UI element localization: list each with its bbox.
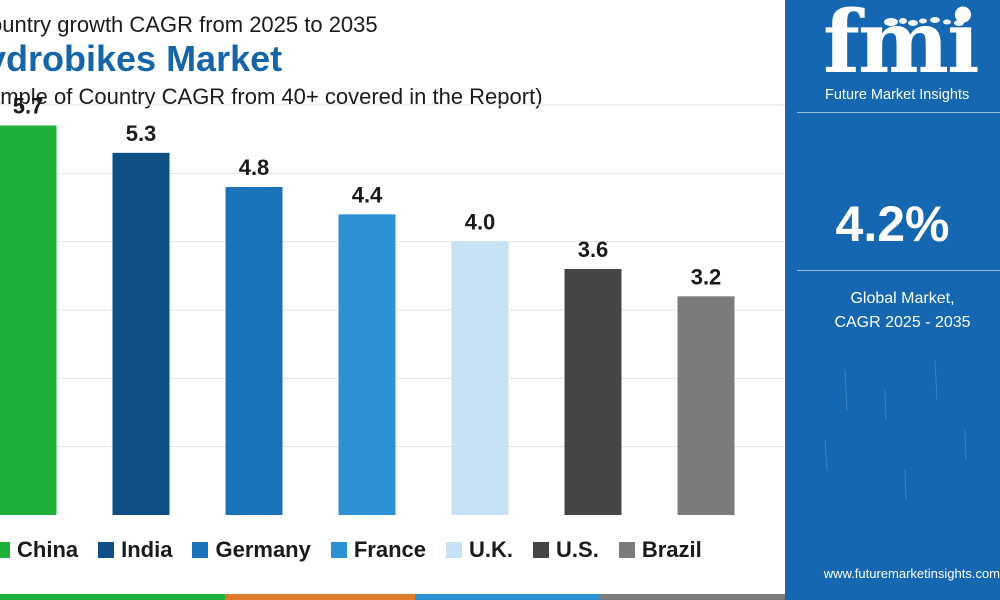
legend-item: U.K. — [446, 537, 513, 563]
bar-us — [564, 269, 622, 515]
bar-uk — [451, 241, 509, 515]
caption-line-1: Global Market, — [850, 290, 955, 307]
legend-item: France — [330, 537, 427, 563]
legend-item: China — [0, 537, 78, 563]
bottom-color-strip — [0, 594, 785, 600]
data-label: 3.6 — [578, 237, 609, 262]
legend-item: Brazil — [618, 537, 702, 563]
global-cagr-caption: Global Market, CAGR 2025 - 2035 — [805, 287, 1000, 335]
divider-top — [797, 112, 1000, 113]
legend-label: U.S. — [556, 537, 599, 562]
legend-swatch — [192, 542, 209, 558]
summary-panel: fmi Future Market Insights 4.2% Global M… — [785, 0, 1000, 600]
legend-item: U.S. — [533, 537, 599, 563]
data-label: 4.0 — [465, 210, 496, 235]
chart-panel: ountry growth CAGR from 2025 to 2035 ydr… — [0, 12, 785, 600]
global-cagr-value: 4.2% — [835, 196, 950, 252]
legend-item: Germany — [192, 537, 311, 563]
legend-label: Germany — [215, 537, 311, 562]
legend-swatch — [446, 542, 463, 558]
data-label: 4.4 — [352, 182, 383, 207]
caption-line-2: CAGR 2025 - 2035 — [834, 314, 971, 331]
bar-chart: 5.7 5.3 4.8 4.4 4.0 3.6 3.2 — [0, 94, 785, 516]
legend-label: France — [353, 537, 427, 562]
data-label: 5.3 — [126, 121, 157, 146]
legend-label: Brazil — [641, 537, 702, 562]
chart-legend: China India Germany France U.K. U.S. Brazil — [0, 535, 722, 565]
legend-label: India — [121, 537, 173, 562]
divider-middle — [797, 270, 1000, 271]
data-label: 3.2 — [691, 264, 722, 289]
chart-title: ydrobikes Market — [0, 38, 283, 79]
fmi-logo: fmi Future Market Insights — [785, 0, 1000, 110]
bar-brazil — [677, 296, 735, 515]
logo-wordmark: fmi — [823, 0, 980, 93]
legend-swatch — [618, 542, 635, 558]
website-link[interactable]: www.futuremarketinsights.com — [823, 566, 1000, 581]
bar-france — [338, 214, 396, 516]
bar-india — [112, 152, 170, 516]
legend-swatch — [98, 542, 115, 558]
legend-item: India — [98, 537, 172, 563]
chart-subtitle: ountry growth CAGR from 2025 to 2035 — [0, 12, 378, 37]
legend-label: U.K. — [469, 537, 514, 562]
legend-swatch — [330, 542, 347, 558]
legend-swatch — [0, 542, 10, 558]
world-map-icon — [884, 17, 964, 26]
brand-name: Future Market Insights — [825, 87, 970, 103]
decorative-texture — [824, 359, 967, 501]
data-label: 5.7 — [13, 94, 44, 119]
data-label: 4.8 — [239, 155, 270, 180]
legend-label: China — [17, 537, 79, 562]
bar-germany — [225, 187, 283, 515]
bar-china — [0, 125, 57, 515]
legend-swatch — [533, 542, 550, 558]
